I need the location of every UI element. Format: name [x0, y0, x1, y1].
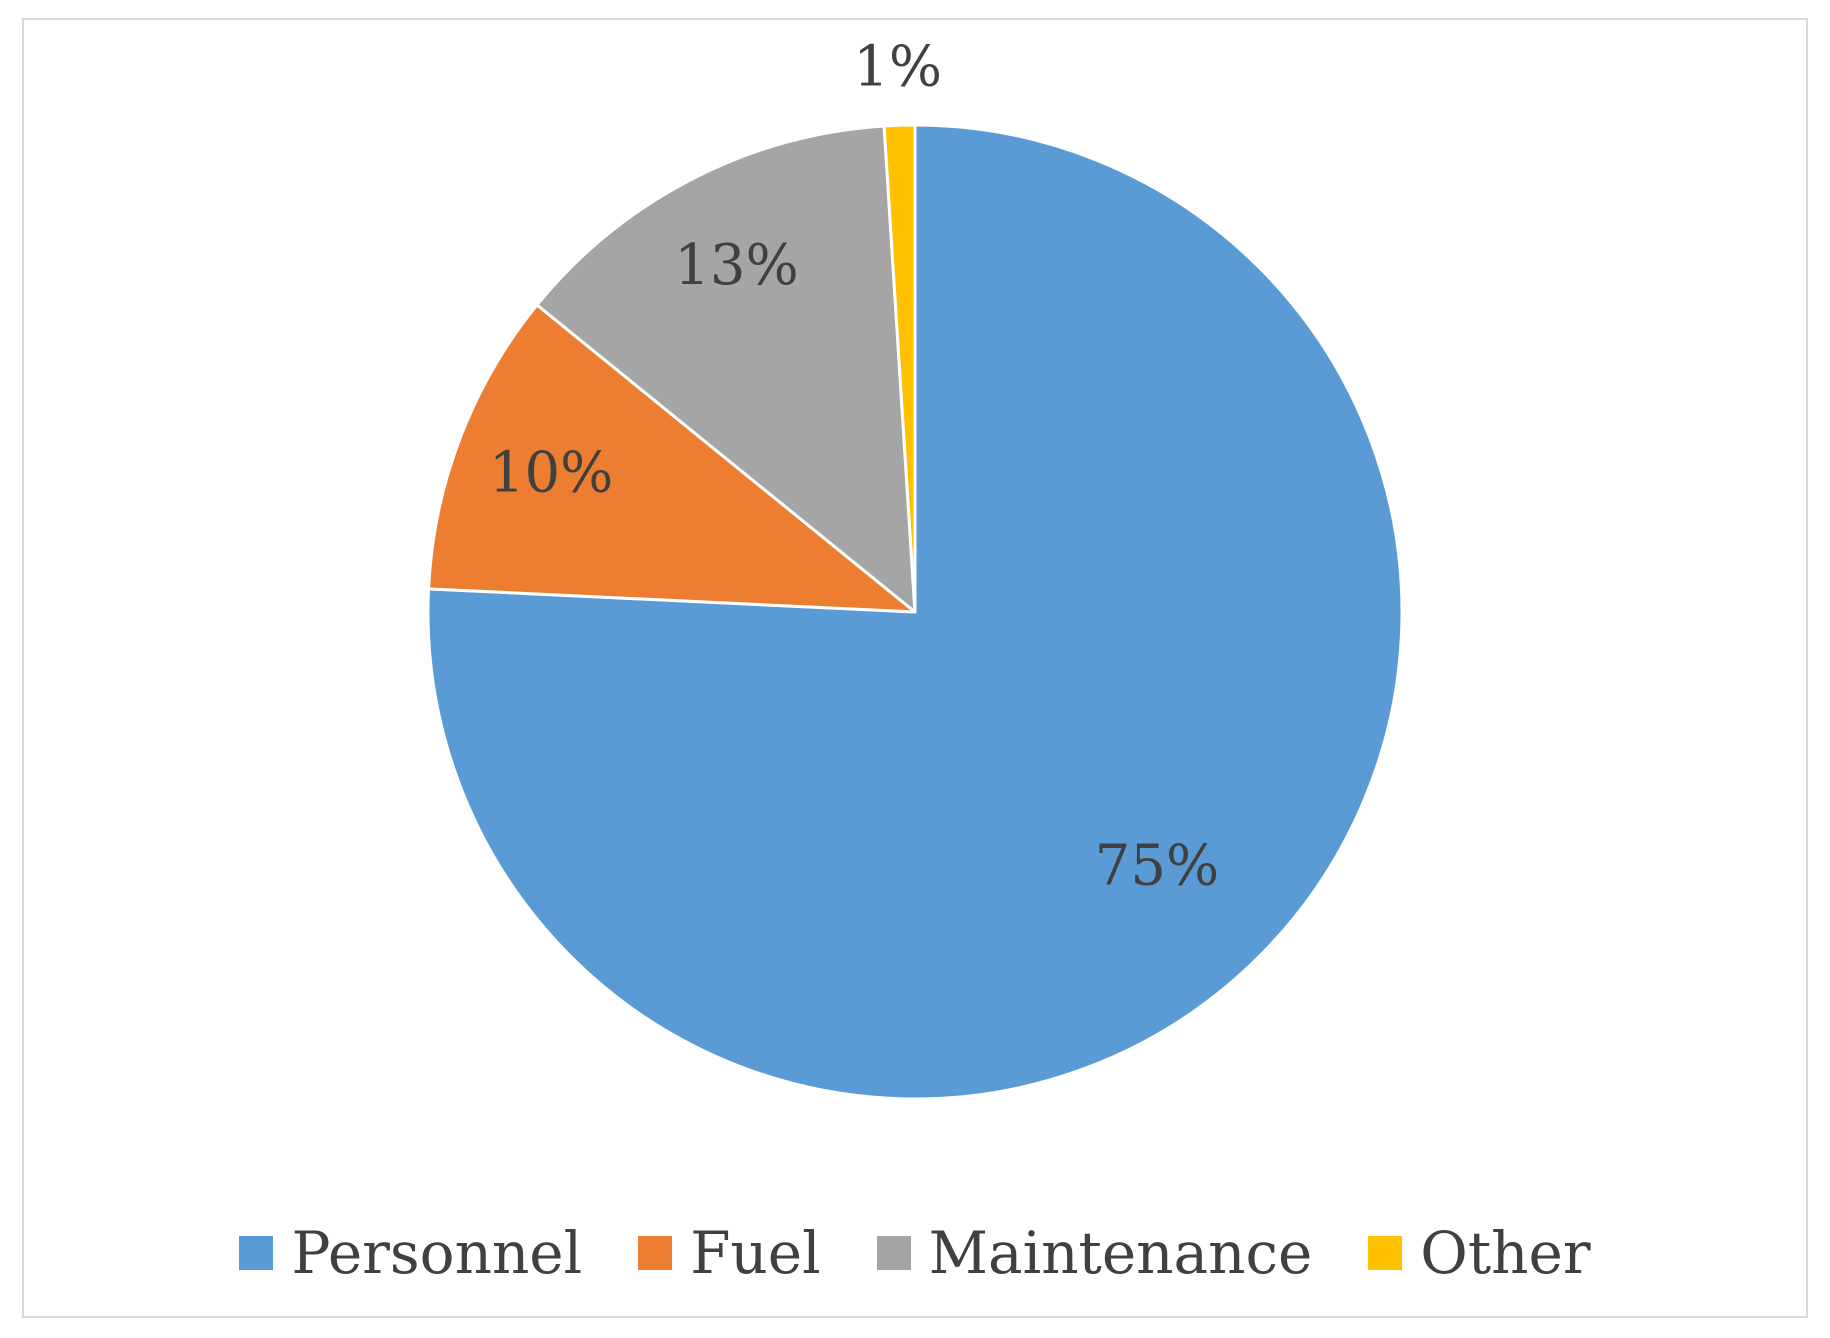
data-label-other: 1%	[853, 34, 942, 99]
pie-slice-labels: 75% 10% 13% 1%	[489, 34, 1219, 898]
data-label-maintenance: 13%	[674, 233, 798, 298]
pie-slice-other	[882, 123, 917, 614]
pie-slice-maintenance	[535, 124, 917, 614]
legend-label-maintenance: Maintenance	[928, 1219, 1313, 1287]
data-label-personnel: 75%	[1095, 833, 1219, 898]
legend-swatch-maintenance	[876, 1236, 911, 1270]
data-label-fuel: 10%	[489, 441, 613, 506]
legend-swatch-personnel	[239, 1236, 274, 1270]
pie-slice-fuel	[427, 303, 917, 614]
legend-label-fuel: Fuel	[690, 1219, 821, 1287]
legend-label-personnel: Personnel	[291, 1219, 583, 1287]
legend-item-other: Other	[1368, 1219, 1591, 1287]
legend-label-other: Other	[1420, 1219, 1591, 1287]
pie-slices	[426, 123, 1404, 1101]
legend-swatch-other	[1368, 1236, 1403, 1270]
legend-swatch-fuel	[638, 1236, 673, 1270]
legend-item-fuel: Fuel	[638, 1219, 821, 1287]
legend-item-maintenance: Maintenance	[876, 1219, 1313, 1287]
legend-item-personnel: Personnel	[239, 1224, 582, 1282]
chart-legend: Personnel Fuel Maintenance Other	[0, 1218, 1830, 1288]
